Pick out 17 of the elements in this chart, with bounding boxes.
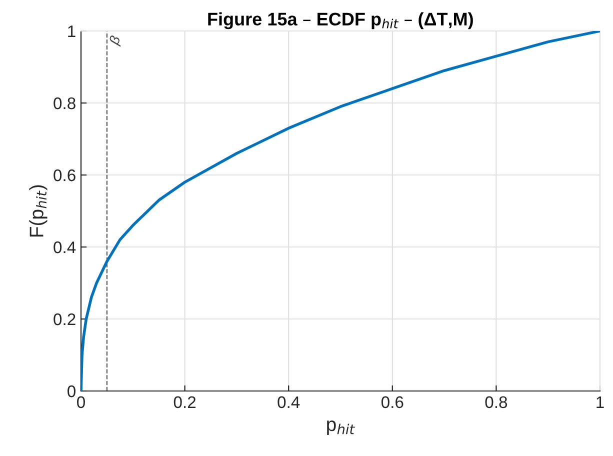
y-tick-label: 0.2 [54,313,76,326]
y-axis-title: F(p$_{hit}$) [29,185,48,237]
chart-title: Figure 15a – ECDF p$_{hit}$ – (ΔT,M) [208,12,473,30]
x-tick-label: 0 [77,396,85,408]
x-tick-label: 0.4 [278,396,300,408]
y-tick-label: 0.6 [54,169,76,182]
x-axis-title: p$_{hit}$ [327,420,355,435]
y-tick-label: 0.4 [54,241,76,254]
line-series [81,31,600,391]
y-tick-label: 0.8 [54,97,76,110]
x-tick-label: 0.6 [381,396,404,408]
x-tick-label: 1 [596,396,604,408]
x-tick-label: 0.2 [174,396,196,408]
x-tick-label: 0.8 [485,396,508,408]
y-tick-label: 0 [68,385,76,398]
ref-line-label: β [108,34,124,47]
y-tick-label: 1 [68,26,76,38]
